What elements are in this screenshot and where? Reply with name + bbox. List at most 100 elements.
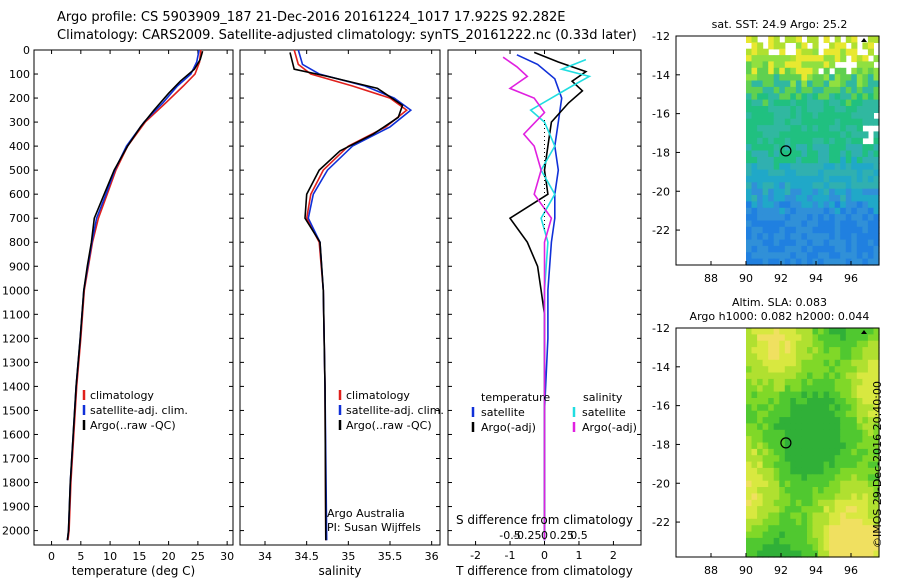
sst_map-cell [762, 239, 769, 247]
sst_map-cell [784, 214, 791, 222]
sst_map-cell [757, 118, 764, 126]
sst_map-cell [823, 118, 830, 126]
sla_map-cell [829, 506, 836, 514]
sla_map-cell [768, 385, 775, 393]
sst_map-cell [795, 112, 802, 120]
sst_map-cell [818, 125, 825, 133]
sla_map-cell [762, 340, 769, 348]
sla_map-cell [834, 512, 841, 520]
legend-label: Argo(-adj) [582, 421, 637, 434]
sla_map-cell [751, 391, 758, 399]
argo-australia-annotation: Argo Australia [327, 507, 405, 520]
sla_map-cell [768, 455, 775, 463]
sla_map-cell [862, 410, 869, 418]
sst_map-cell [784, 144, 791, 152]
sla_map-cell [862, 467, 869, 475]
sst_map-cell [779, 112, 786, 120]
sst_map-cell [834, 175, 841, 183]
sst_map-cell [768, 214, 775, 222]
sla_map-cell [746, 474, 753, 482]
sst_map-cell [823, 175, 830, 183]
sst_map-cell [823, 195, 830, 202]
sst_map-cell [790, 86, 797, 94]
sst_map-cell [746, 220, 753, 228]
sla_map-cell [818, 506, 825, 514]
sst_map-cell [746, 67, 753, 75]
sst_map-cell [757, 252, 764, 260]
sst_map-cell [873, 214, 880, 222]
sst_map-cell [867, 220, 874, 228]
sla_map-cell [773, 353, 780, 361]
sla_map-cell [784, 328, 791, 335]
sst_map-cell [795, 245, 802, 253]
sla_map-cell [751, 340, 758, 348]
sla_map-cell [773, 398, 780, 405]
sla_map-cell [856, 499, 863, 507]
sla_map-cell [795, 544, 802, 552]
temperature-x-tick-label: 25 [191, 550, 205, 563]
sst_map-cell [867, 48, 874, 56]
sst_map-cell [768, 239, 775, 247]
sst_map-cell [757, 239, 764, 247]
sst_map-cell [834, 67, 841, 75]
sst_map-cell [807, 48, 814, 56]
sla_map-cell [812, 391, 819, 399]
sst_map-cell [829, 61, 836, 69]
sst_map-cell [757, 99, 764, 107]
sla_map-cell [790, 455, 797, 463]
sla_map-cell [807, 328, 814, 335]
sst_map-cell [845, 36, 852, 43]
sst_map-cell [851, 239, 858, 247]
sst_map-cell [862, 252, 869, 260]
sst_map-cell [851, 137, 858, 145]
sla_map-cell [845, 531, 852, 539]
salinity-x-tick-label: 34.5 [294, 550, 319, 563]
sst_map-cell [751, 220, 758, 228]
sst_map-cell [768, 226, 775, 234]
sst_map-cell [790, 55, 797, 63]
sla_map-cell [840, 442, 847, 450]
sla_map-cell [768, 518, 775, 526]
sst_map-cell [807, 169, 814, 177]
sst_map-cell [834, 118, 841, 126]
sla_map-cell [795, 499, 802, 507]
sst_map-cell [784, 239, 791, 247]
sst_map-cell [823, 226, 830, 234]
sst_map-cell [862, 169, 869, 177]
sla_map-cell [801, 544, 808, 552]
sla_map-cell [795, 461, 802, 469]
sst_map-cell [801, 67, 808, 75]
sla_map-cell [768, 461, 775, 469]
sla_map-cell [818, 474, 825, 482]
sla_map-cell [823, 480, 830, 488]
sst_map-cell [801, 118, 808, 126]
sst_map-cell [807, 118, 814, 126]
sst_map-cell [773, 93, 780, 101]
sst_map-cell [768, 99, 775, 107]
sla_map-cell [762, 512, 769, 520]
sla_map-cell [823, 512, 830, 520]
sst_map-cell [840, 67, 847, 75]
sst_map-cell [784, 226, 791, 234]
sla_map-cell [856, 506, 863, 514]
sst_map-cell [801, 86, 808, 94]
sst_map-cell [856, 106, 863, 113]
sst_map-x-tick-label: 94 [809, 272, 823, 285]
sla_map-cell [807, 359, 814, 367]
sst_map-cell [779, 220, 786, 228]
sst_map-cell [773, 137, 780, 145]
sst_map-cell [746, 144, 753, 152]
sst_map-cell [812, 175, 819, 183]
sla_map-cell [856, 347, 863, 355]
sst_map-cell [795, 36, 802, 43]
sst_map-cell [851, 245, 858, 253]
salinity-x-tick-label: 35.5 [378, 550, 403, 563]
sla_map-cell [768, 499, 775, 507]
sst_map-cell [867, 74, 874, 82]
legend-label: climatology [346, 389, 410, 402]
sla_map-cell [807, 398, 814, 405]
sst_map-cell [762, 169, 769, 177]
sst_map-cell [867, 258, 874, 266]
sst_map-cell [790, 252, 797, 260]
sst_map-cell [746, 118, 753, 126]
